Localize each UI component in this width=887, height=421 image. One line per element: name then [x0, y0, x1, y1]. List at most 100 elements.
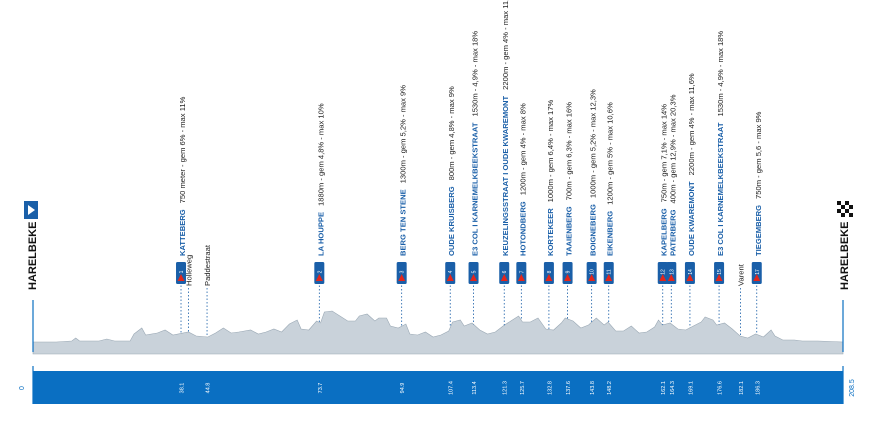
climb-label: KATTEBERG 750 meter - gem 6% - max 11%: [178, 96, 187, 256]
climb-number: 17: [755, 269, 761, 275]
km-label: 121.3: [503, 381, 509, 395]
finish-flag-cell: [849, 213, 853, 217]
km-label: 143.8: [590, 381, 596, 395]
climb-mountain-icon: [715, 274, 723, 281]
route-point: 169.1 14 OUDE KWAREMONT 2200m - gem 4% - ma…: [684, 73, 696, 395]
climb-number: 6: [502, 270, 508, 273]
climb-name: E3 COL I KARNEMELKBEEKSTRAAT: [716, 122, 725, 256]
climb-name: KAPELBERG: [660, 208, 669, 256]
climb-marker-icon: [445, 262, 456, 284]
place-label: Paddestraat: [203, 244, 212, 286]
climb-name: PATERBERG: [668, 209, 677, 256]
km-label: 182.1: [739, 381, 745, 395]
km-label: 137.6: [566, 381, 572, 395]
climb-name: E3 COL I KARNEMELKBEEKSTRAAT: [471, 122, 480, 256]
climb-info: 1000m - gem 5,2% - max 12,3%: [589, 89, 598, 198]
finish-flag-icon: [837, 201, 853, 217]
route-point: 176.6 15 E3 COL I KARNEMELKBEEKSTRAAT 1530m…: [714, 31, 725, 395]
climb-mountain-icon: [398, 274, 406, 281]
km-label: 164.3: [670, 381, 676, 395]
place-label: Varent: [736, 263, 745, 286]
climb-marker-icon: [562, 262, 573, 284]
climb-info: 700m - gem 6,3% - max 16%: [565, 102, 574, 201]
route-point: 44.8 Paddestraat: [203, 244, 212, 393]
climb-number: 15: [717, 269, 723, 275]
climb-name: HOTONDBERG: [518, 201, 527, 256]
climb-info: 750m - gem 5,6 - max 9%: [754, 111, 763, 199]
distance-bar: [33, 371, 843, 404]
route-point: 143.8 10 BOIGNEBERG 1000m - gem 5,2% - max …: [586, 89, 598, 395]
climb-label: OUDE KWAREMONT 2200m - gem 4% - max 11,6%: [687, 73, 696, 256]
finish-flag-cell: [845, 213, 849, 217]
route-point: 148.2 11 EIKENBERG 1200m - gem 5% - max 10,…: [603, 102, 615, 395]
km-label: 169.1: [688, 381, 694, 395]
climb-mountain-icon: [177, 274, 185, 281]
climb-number: 7: [519, 270, 525, 273]
finish-flag-cell: [849, 205, 853, 209]
climb-info: 800m - gem 4,8% - max 9%: [447, 86, 456, 180]
climb-name: BERG TEN STENE: [399, 189, 408, 256]
km-label: 176.6: [718, 381, 724, 395]
climb-name: KATTEBERG: [178, 209, 187, 256]
climb-marker-icon: [543, 262, 554, 284]
climb-number: 2: [317, 270, 323, 273]
climb-mountain-icon: [517, 274, 525, 281]
km-label: 107.4: [449, 381, 455, 395]
climb-marker-icon: [499, 262, 510, 284]
climb-label: E3 COL I KARNEMELKBEEKSTRAAT 1530m - 4,9%…: [716, 31, 725, 256]
climb-number: 3: [400, 270, 406, 273]
km-end-label: 208.5: [849, 379, 856, 397]
start-block: HARELBEKE: [24, 201, 39, 352]
climb-mountain-icon: [588, 274, 596, 281]
climb-marker-icon: [684, 262, 695, 284]
climb-marker-icon: [586, 262, 597, 284]
finish-flag-cell: [845, 201, 849, 205]
climb-mountain-icon: [545, 274, 553, 281]
climb-name: BOIGNEBERG: [589, 204, 598, 256]
finish-block: HARELBEKE: [837, 201, 853, 352]
climb-name: LA HOUPPE: [316, 212, 325, 256]
climb-label: OUDE KRUISBERG 800m - gem 4,8% - max 9%: [447, 86, 456, 256]
finish-flag-cell: [841, 201, 845, 205]
climb-info: 1000m - gem 6,4% - max 17%: [546, 100, 555, 203]
climb-label: BOIGNEBERG 1000m - gem 5,2% - max 12,3%: [589, 89, 598, 256]
climb-info: 750 meter - gem 6% - max 11%: [178, 96, 187, 203]
climb-info: 400m - gem 12,9% - max 20,3%: [668, 94, 677, 203]
climb-name: OUDE KRUISBERG: [447, 186, 456, 256]
climb-label: KAPELBERG 750m - gem 7,1% - max 14%: [660, 104, 669, 256]
finish-flag-cell: [849, 201, 853, 205]
km-label: 94.9: [400, 383, 406, 394]
climb-mountain-icon: [500, 274, 508, 281]
finish-flag-cell: [837, 205, 841, 209]
km-label: 38.1: [180, 383, 186, 394]
climb-mountain-icon: [753, 274, 761, 281]
km-label: 162.1: [661, 381, 667, 395]
climb-marker-icon: [314, 262, 325, 284]
climb-name: KORTEKEER: [546, 208, 555, 256]
climb-info: 2200m - gem 4% - max 11,6%: [687, 73, 696, 175]
km-start-label: 0: [19, 386, 26, 390]
climb-number: 5: [472, 270, 478, 273]
place-label: Holleweg: [184, 255, 193, 286]
km-label: 113.4: [472, 381, 478, 394]
climb-marker-icon: [603, 262, 614, 284]
climb-marker-icon: [714, 262, 725, 284]
km-label: 125.7: [520, 381, 526, 395]
climb-name: EIKENBERG: [606, 211, 615, 256]
climb-mountain-icon: [686, 274, 694, 281]
km-label: 44.8: [206, 383, 212, 394]
climb-mountain-icon: [564, 274, 572, 281]
start-label: HARELBEKE: [27, 222, 39, 290]
climb-label: KORTEKEER 1000m - gem 6,4% - max 17%: [546, 100, 555, 256]
climb-number: 11: [607, 269, 613, 274]
finish-flag-cell: [837, 201, 841, 205]
finish-flag-cell: [845, 205, 849, 209]
climb-mountain-icon: [470, 274, 478, 281]
route-point: 182.1 Varent: [736, 263, 745, 395]
finish-label: HARELBEKE: [839, 222, 851, 290]
climb-number: 8: [547, 270, 553, 273]
climb-info: 2200m - gem 4% - max 11,6%: [501, 0, 510, 90]
route-point: 73.7 2 LA HOUPPE 1880m - gem 4,8% - max 10%: [314, 103, 325, 393]
km-label: 148.2: [607, 381, 613, 395]
